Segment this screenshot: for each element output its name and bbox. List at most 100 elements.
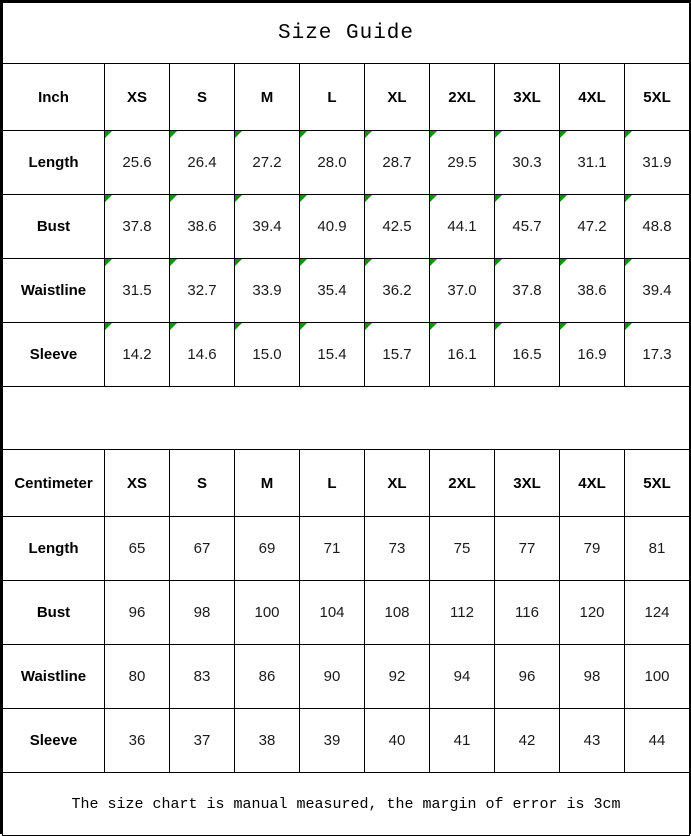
unit-label: Inch [2, 63, 105, 131]
value-cell: 37.8 [494, 258, 560, 323]
value-cell: 75 [429, 516, 495, 581]
value-cell: 33.9 [234, 258, 300, 323]
cell-corner-marker-icon [430, 323, 437, 330]
value-cell: 116 [494, 580, 560, 645]
value-cell: 96 [494, 644, 560, 709]
value-cell: 36 [104, 708, 170, 773]
cell-corner-marker-icon [105, 195, 112, 202]
cell-corner-marker-icon [170, 195, 177, 202]
value-cell: 42 [494, 708, 560, 773]
measurement-row-waistline: Waistline 31.5 32.7 33.9 35.4 36.2 37.0 37.8 38.… [2, 258, 690, 323]
cell-corner-marker-icon [430, 131, 437, 138]
value-cell: 31.1 [559, 130, 625, 195]
size-header-cell: XS [104, 449, 170, 517]
value-cell: 39.4 [234, 194, 300, 259]
value-cell: 31.9 [624, 130, 690, 195]
cell-corner-marker-icon [105, 131, 112, 138]
value-cell: 26.4 [169, 130, 235, 195]
cell-corner-marker-icon [560, 259, 567, 266]
cell-corner-marker-icon [300, 323, 307, 330]
value-cell: 124 [624, 580, 690, 645]
value-cell: 16.1 [429, 322, 495, 387]
row-label: Sleeve [2, 322, 105, 387]
cell-corner-marker-icon [625, 195, 632, 202]
value-cell: 94 [429, 644, 495, 709]
value-cell: 14.6 [169, 322, 235, 387]
value-cell: 16.5 [494, 322, 560, 387]
size-header-cell: XS [104, 63, 170, 131]
value-cell: 120 [559, 580, 625, 645]
cell-corner-marker-icon [365, 195, 372, 202]
value-cell: 30.3 [494, 130, 560, 195]
value-cell: 79 [559, 516, 625, 581]
cell-corner-marker-icon [170, 323, 177, 330]
value-cell: 37.8 [104, 194, 170, 259]
cell-corner-marker-icon [495, 131, 502, 138]
row-label: Waistline [2, 644, 105, 709]
footer-row: The size chart is manual measured, the m… [2, 772, 690, 836]
value-cell: 25.6 [104, 130, 170, 195]
measurement-row-length: Length 25.6 26.4 27.2 28.0 28.7 29.5 30.3 31.1 31… [2, 130, 690, 195]
value-cell: 96 [104, 580, 170, 645]
value-cell: 100 [234, 580, 300, 645]
cell-corner-marker-icon [170, 131, 177, 138]
value-cell: 73 [364, 516, 430, 581]
cell-corner-marker-icon [235, 259, 242, 266]
value-cell: 39 [299, 708, 365, 773]
value-cell: 38.6 [169, 194, 235, 259]
unit-header-row-inch: Inch XS S M L XL 2XL 3XL 4XL 5XL [2, 63, 690, 131]
size-header-cell: 3XL [494, 449, 560, 517]
size-header-cell: 2XL [429, 449, 495, 517]
size-header-cell: M [234, 449, 300, 517]
value-cell: 48.8 [624, 194, 690, 259]
page-title: Size Guide [2, 2, 690, 64]
cell-corner-marker-icon [495, 195, 502, 202]
cell-corner-marker-icon [430, 259, 437, 266]
cell-corner-marker-icon [560, 131, 567, 138]
size-header-cell: 5XL [624, 449, 690, 517]
value-cell: 16.9 [559, 322, 625, 387]
size-header-cell: S [169, 449, 235, 517]
value-cell: 28.7 [364, 130, 430, 195]
cell-corner-marker-icon [625, 259, 632, 266]
value-cell: 36.2 [364, 258, 430, 323]
value-cell: 77 [494, 516, 560, 581]
row-label: Length [2, 516, 105, 581]
value-cell: 17.3 [624, 322, 690, 387]
value-cell: 32.7 [169, 258, 235, 323]
size-header-cell: L [299, 449, 365, 517]
cell-corner-marker-icon [560, 323, 567, 330]
size-header-cell: 5XL [624, 63, 690, 131]
row-label: Bust [2, 580, 105, 645]
value-cell: 80 [104, 644, 170, 709]
cell-corner-marker-icon [170, 259, 177, 266]
row-label: Waistline [2, 258, 105, 323]
value-cell: 15.4 [299, 322, 365, 387]
value-cell: 35.4 [299, 258, 365, 323]
cell-corner-marker-icon [235, 195, 242, 202]
value-cell: 112 [429, 580, 495, 645]
value-cell: 39.4 [624, 258, 690, 323]
measurement-row-sleeve: Sleeve 36 37 38 39 40 41 42 43 44 [2, 708, 690, 773]
unit-header-row-centimeter: Centimeter XS S M L XL 2XL 3XL 4XL 5XL [2, 449, 690, 517]
value-cell: 43 [559, 708, 625, 773]
value-cell: 69 [234, 516, 300, 581]
value-cell: 27.2 [234, 130, 300, 195]
value-cell: 65 [104, 516, 170, 581]
title-row: Size Guide [2, 2, 690, 64]
value-cell: 42.5 [364, 194, 430, 259]
value-cell: 90 [299, 644, 365, 709]
cell-corner-marker-icon [300, 131, 307, 138]
unit-label: Centimeter [2, 449, 105, 517]
cell-corner-marker-icon [365, 259, 372, 266]
value-cell: 14.2 [104, 322, 170, 387]
value-cell: 38 [234, 708, 300, 773]
value-cell: 44 [624, 708, 690, 773]
row-label: Bust [2, 194, 105, 259]
size-header-cell: 4XL [559, 63, 625, 131]
size-header-cell: 2XL [429, 63, 495, 131]
row-label: Sleeve [2, 708, 105, 773]
value-cell: 47.2 [559, 194, 625, 259]
size-header-cell: L [299, 63, 365, 131]
